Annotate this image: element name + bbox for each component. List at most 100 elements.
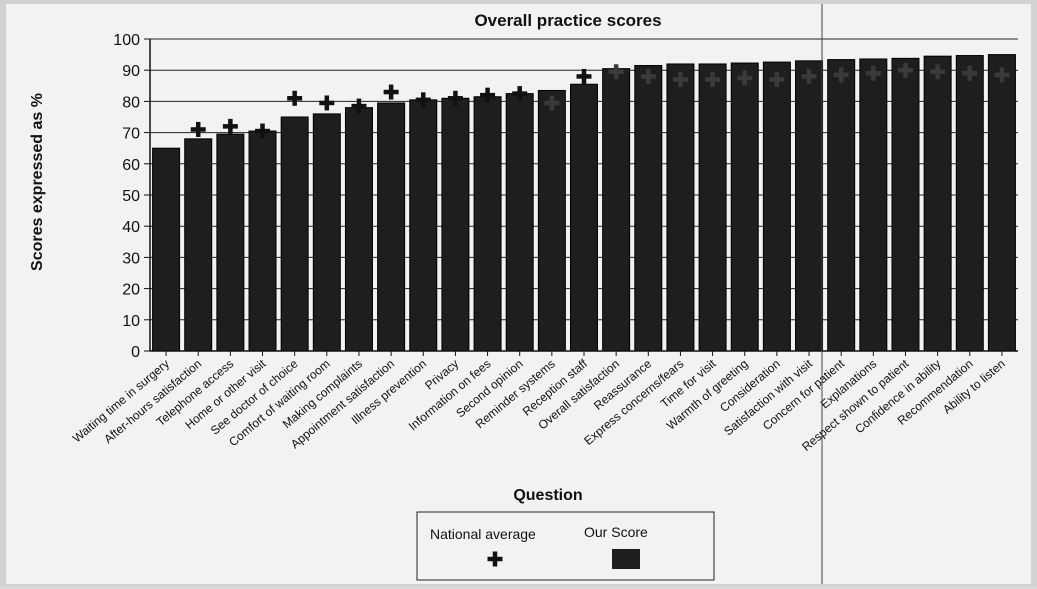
national-average-marker-v — [710, 72, 715, 88]
y-axis-title: Scores expressed as % — [29, 93, 46, 271]
chart-paper: Overall practice scores 0 10 20 30 40 50 60 70 8… — [6, 4, 1031, 584]
national-average-marker — [962, 65, 978, 81]
national-average-marker-v — [678, 72, 683, 88]
national-average-marker — [222, 118, 238, 134]
national-average-marker — [447, 90, 463, 106]
bar — [666, 63, 695, 352]
national-average-marker — [287, 90, 303, 106]
legend-cross-symbol — [487, 551, 503, 567]
national-average-marker-v — [646, 68, 651, 84]
national-average-marker-v — [485, 87, 490, 103]
national-average-marker-v — [453, 90, 458, 106]
national-average-marker — [351, 98, 367, 114]
national-average-marker-v — [967, 65, 973, 81]
national-average-marker-v — [356, 98, 362, 114]
national-average-marker — [930, 64, 946, 80]
bar — [891, 57, 920, 352]
bar — [730, 62, 759, 352]
national-average-marker — [865, 65, 881, 81]
bar — [537, 89, 566, 352]
national-average-marker-v — [613, 64, 619, 80]
y-tick-label: 50 — [122, 188, 140, 205]
national-average-marker — [480, 87, 496, 103]
national-average-marker — [415, 92, 431, 108]
national-average-marker — [737, 70, 753, 86]
bar — [859, 58, 888, 352]
y-tick-label: 90 — [122, 63, 140, 80]
national-average-marker-v — [871, 65, 876, 81]
bar — [602, 68, 631, 352]
legend-cross-mark — [487, 551, 503, 567]
y-tick-label: 40 — [122, 219, 140, 236]
national-average-marker — [640, 68, 656, 84]
national-average-marker — [255, 123, 271, 139]
bar — [312, 113, 341, 352]
national-average-marker — [994, 67, 1010, 83]
bar — [152, 147, 181, 352]
y-tick-label: 100 — [113, 32, 140, 49]
national-average-marker-v — [195, 121, 201, 137]
y-tick-label: 20 — [122, 282, 140, 299]
legend: National average Our Score — [416, 511, 715, 581]
y-tick-labels: 0 10 20 30 40 50 60 70 80 90 100 — [113, 32, 140, 361]
national-average-marker — [672, 72, 688, 88]
bar — [955, 55, 984, 352]
national-average-marker-v — [935, 64, 940, 80]
bars — [152, 54, 1016, 352]
bar — [216, 133, 245, 352]
national-average-marker — [383, 84, 399, 100]
y-tick-label: 30 — [122, 250, 140, 267]
national-average-marker-v — [903, 62, 908, 78]
bar — [248, 130, 277, 352]
y-tick-label: 60 — [122, 157, 140, 174]
bar — [280, 116, 309, 352]
bar — [344, 107, 373, 352]
legend-cross-mark-v — [492, 551, 498, 567]
legend-bar-symbol — [612, 549, 640, 569]
bar — [827, 59, 856, 352]
national-average-markers — [190, 62, 1010, 139]
national-average-marker-v — [806, 68, 812, 84]
national-average-marker-v — [549, 95, 555, 111]
national-average-marker — [319, 95, 335, 111]
national-average-marker-v — [388, 84, 394, 100]
x-axis-title: Question — [513, 487, 582, 504]
national-average-marker-v — [838, 67, 844, 83]
legend-label-national-average: National average — [430, 526, 536, 542]
bar — [698, 63, 727, 352]
national-average-marker — [897, 62, 913, 78]
national-average-marker-v — [581, 68, 587, 84]
bar — [762, 61, 791, 352]
chart-svg: Overall practice scores 0 10 20 30 40 50 60 70 8… — [29, 4, 1018, 584]
national-average-marker — [833, 67, 849, 83]
national-average-marker — [769, 72, 785, 88]
bar — [634, 65, 663, 352]
national-average-marker-v — [228, 118, 233, 134]
national-average-marker — [608, 64, 624, 80]
chart-title: Overall practice scores — [474, 11, 661, 30]
bar — [923, 55, 952, 352]
national-average-marker — [512, 86, 528, 102]
axes — [144, 38, 1018, 356]
bar — [569, 83, 599, 352]
national-average-marker-v — [517, 86, 522, 102]
bar — [441, 97, 470, 352]
bar — [409, 99, 438, 352]
national-average-marker — [576, 68, 592, 84]
y-tick-label: 10 — [122, 313, 140, 330]
national-average-marker-v — [774, 72, 780, 88]
national-average-marker — [190, 121, 206, 137]
national-average-marker — [705, 72, 721, 88]
bar — [795, 60, 824, 352]
y-tick-label: 70 — [122, 126, 140, 143]
national-average-marker-v — [742, 70, 747, 86]
bar — [987, 54, 1016, 352]
national-average-marker-v — [421, 92, 426, 108]
national-average-marker — [801, 68, 817, 84]
national-average-marker-v — [999, 67, 1005, 83]
legend-box — [416, 511, 715, 581]
legend-label-our-score: Our Score — [584, 524, 648, 540]
bar — [505, 93, 534, 352]
y-tick-label: 80 — [122, 94, 140, 111]
